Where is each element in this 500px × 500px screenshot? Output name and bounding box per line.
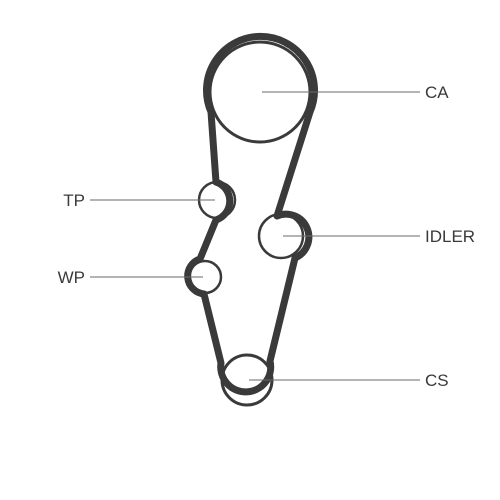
label-idler: IDLER <box>425 227 475 246</box>
timing-belt-diagram: CA TP IDLER WP CS <box>0 0 500 500</box>
label-tp: TP <box>63 191 85 210</box>
label-cs: CS <box>425 371 449 390</box>
label-wp: WP <box>58 268 85 287</box>
label-ca: CA <box>425 83 449 102</box>
